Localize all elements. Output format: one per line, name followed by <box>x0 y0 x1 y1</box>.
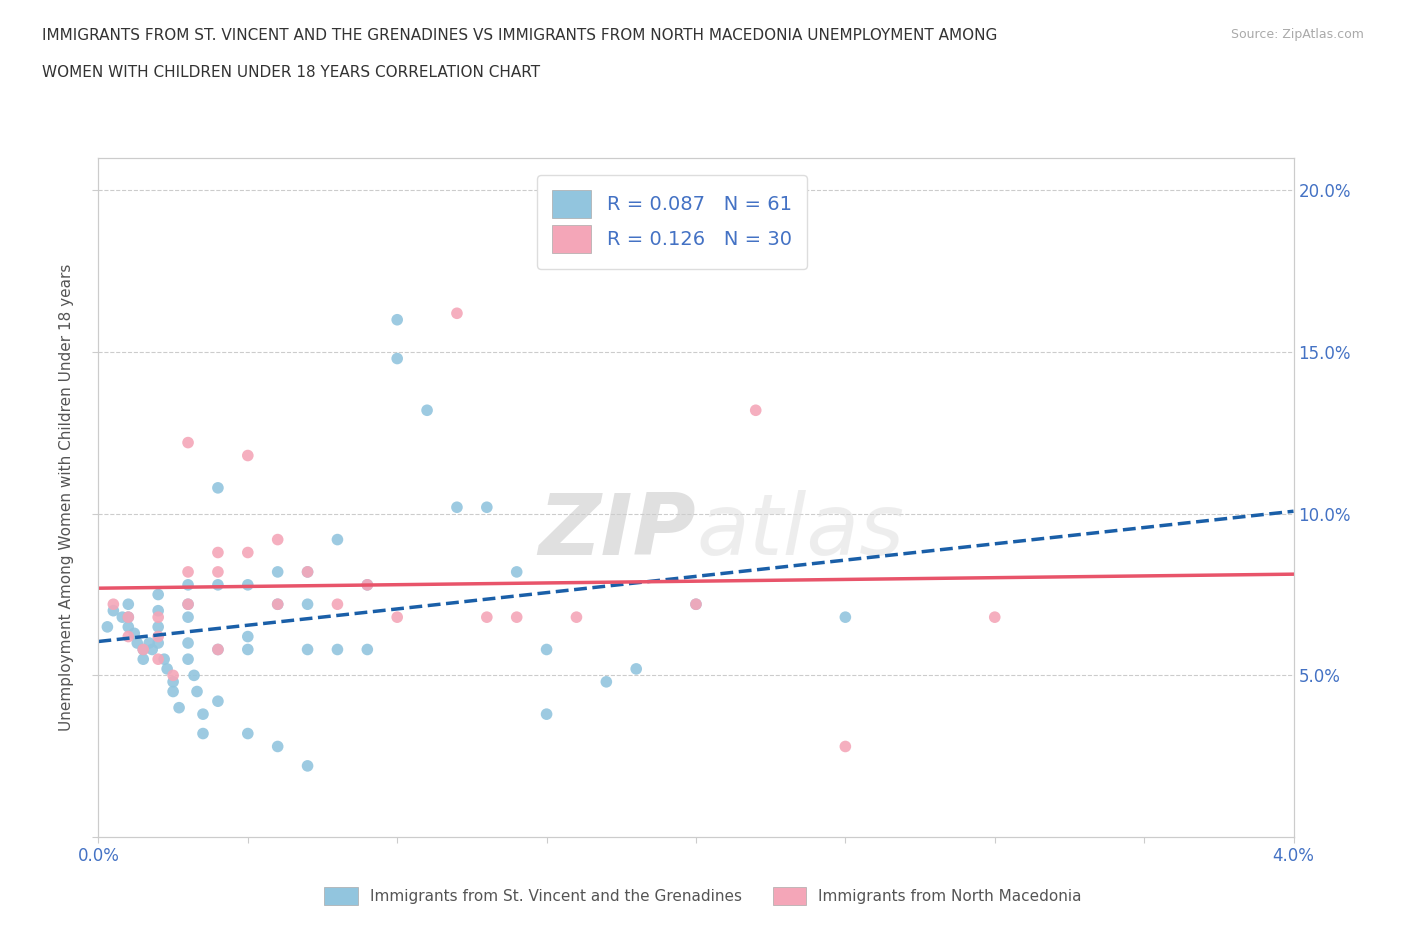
Text: ZIP: ZIP <box>538 490 696 573</box>
Point <box>297 565 319 579</box>
Point <box>177 565 200 579</box>
Point <box>236 545 259 560</box>
Point <box>446 499 468 514</box>
Point <box>132 642 155 657</box>
Point <box>297 597 319 612</box>
Point <box>177 578 200 592</box>
Point <box>162 668 184 683</box>
Point <box>156 661 179 676</box>
Point <box>148 604 170 618</box>
Legend: R = 0.087   N = 61, R = 0.126   N = 30: R = 0.087 N = 61, R = 0.126 N = 30 <box>537 175 807 269</box>
Point <box>191 707 214 722</box>
Point <box>124 626 146 641</box>
Text: atlas: atlas <box>696 490 904 573</box>
Point <box>167 700 190 715</box>
Point <box>177 635 200 650</box>
Point <box>138 635 160 650</box>
Point <box>267 597 290 612</box>
Point <box>183 668 205 683</box>
Point <box>207 694 229 709</box>
Point <box>207 578 229 592</box>
Point <box>153 652 176 667</box>
Point <box>983 610 1005 625</box>
Point <box>132 652 155 667</box>
Point <box>475 499 498 514</box>
Point <box>96 619 118 634</box>
Point <box>267 597 290 612</box>
Point <box>236 629 259 644</box>
Point <box>141 642 163 657</box>
Point <box>536 642 558 657</box>
Point <box>624 661 647 676</box>
Point <box>385 312 409 327</box>
Point <box>117 629 139 644</box>
Text: Source: ZipAtlas.com: Source: ZipAtlas.com <box>1230 28 1364 41</box>
Point <box>475 610 498 625</box>
Point <box>162 684 184 699</box>
Point <box>297 565 319 579</box>
Point <box>207 545 229 560</box>
Point <box>117 610 139 625</box>
Legend: Immigrants from St. Vincent and the Grenadines, Immigrants from North Macedonia: Immigrants from St. Vincent and the Gren… <box>316 879 1090 913</box>
Point <box>356 578 378 592</box>
Point <box>385 610 409 625</box>
Point <box>117 597 139 612</box>
Point <box>297 759 319 774</box>
Point <box>236 448 259 463</box>
Y-axis label: Unemployment Among Women with Children Under 18 years: Unemployment Among Women with Children U… <box>59 264 75 731</box>
Point <box>148 619 170 634</box>
Point <box>207 642 229 657</box>
Point <box>148 629 170 644</box>
Point <box>186 684 208 699</box>
Point <box>207 642 229 657</box>
Point <box>177 597 200 612</box>
Point <box>148 610 170 625</box>
Point <box>326 532 349 547</box>
Point <box>148 652 170 667</box>
Point <box>148 635 170 650</box>
Point <box>416 403 439 418</box>
Point <box>207 481 229 496</box>
Point <box>385 352 409 366</box>
Point <box>236 642 259 657</box>
Point <box>536 707 558 722</box>
Point <box>834 610 856 625</box>
Point <box>177 610 200 625</box>
Point <box>356 642 378 657</box>
Point <box>132 642 155 657</box>
Point <box>177 652 200 667</box>
Point <box>834 739 856 754</box>
Point <box>117 619 139 634</box>
Text: WOMEN WITH CHILDREN UNDER 18 YEARS CORRELATION CHART: WOMEN WITH CHILDREN UNDER 18 YEARS CORRE… <box>42 65 540 80</box>
Point <box>191 726 214 741</box>
Point <box>127 635 149 650</box>
Point <box>595 674 617 689</box>
Point <box>267 532 290 547</box>
Point <box>326 642 349 657</box>
Point <box>356 578 378 592</box>
Point <box>177 597 200 612</box>
Point <box>267 565 290 579</box>
Point <box>326 597 349 612</box>
Point <box>207 565 229 579</box>
Point <box>162 674 184 689</box>
Point <box>506 565 529 579</box>
Point <box>297 642 319 657</box>
Point <box>267 739 290 754</box>
Point <box>148 587 170 602</box>
Point <box>177 435 200 450</box>
Point <box>685 597 707 612</box>
Point <box>685 597 707 612</box>
Point <box>103 597 125 612</box>
Point <box>236 578 259 592</box>
Text: IMMIGRANTS FROM ST. VINCENT AND THE GRENADINES VS IMMIGRANTS FROM NORTH MACEDONI: IMMIGRANTS FROM ST. VINCENT AND THE GREN… <box>42 28 997 43</box>
Point <box>745 403 768 418</box>
Point <box>111 610 134 625</box>
Point <box>446 306 468 321</box>
Point <box>236 726 259 741</box>
Point <box>103 604 125 618</box>
Point <box>565 610 588 625</box>
Point <box>117 610 139 625</box>
Point <box>506 610 529 625</box>
